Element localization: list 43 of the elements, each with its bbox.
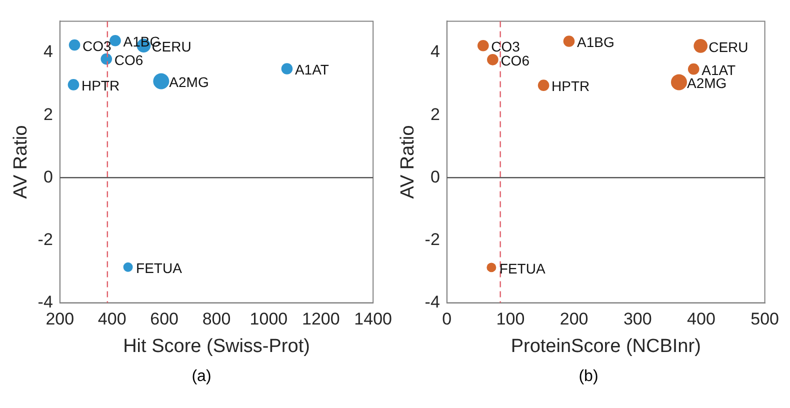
y-tick-label: 4 (43, 42, 53, 62)
x-tick-label: 1200 (302, 310, 340, 329)
y-tick-label: -2 (424, 230, 440, 249)
x-tick-label: 400 (98, 310, 126, 329)
annotation: FETUA (136, 260, 183, 276)
annotation: CERU (708, 38, 748, 55)
x-tick-label: 1000 (250, 310, 288, 329)
y-tick-label: 0 (43, 167, 53, 186)
x-axis-title: Hit Score (Swiss-Prot) (123, 336, 310, 357)
x-tick-label: 400 (687, 310, 716, 329)
x-tick-label: 0 (442, 310, 452, 329)
y-axis-title: AV Ratio (10, 125, 32, 199)
annotation: HPTR (552, 78, 590, 94)
y-tick-label: 2 (43, 104, 53, 124)
x-tick-label: 600 (150, 310, 178, 329)
x-tick-label: 1400 (354, 310, 392, 329)
x-tick-label: 200 (560, 310, 588, 329)
text: (a) (192, 368, 212, 386)
annotation: CO6 (500, 52, 530, 69)
annotation: A1AT (702, 62, 736, 78)
x-tick-label: 500 (750, 310, 780, 329)
y-tick-label: 2 (430, 104, 440, 124)
x-tick-label: 300 (623, 310, 652, 329)
y-tick-label: 0 (430, 167, 440, 186)
x-tick-label: 100 (496, 310, 525, 329)
annotation: A1BG (576, 34, 614, 50)
annotation: CO3 (82, 38, 112, 54)
x-tick-label: 800 (202, 310, 231, 329)
y-tick-label: 4 (430, 42, 440, 62)
annotation: FETUA (499, 260, 546, 276)
annotation: HPTR (81, 78, 120, 94)
annotation: CO3 (491, 38, 520, 54)
y-axis-title: AV Ratio (398, 125, 419, 199)
y-tick-label: -2 (38, 230, 53, 249)
y-tick-label: -4 (424, 292, 440, 312)
text: (b) (578, 368, 598, 386)
annotation: A2MG (686, 75, 727, 92)
y-tick-label: -4 (38, 292, 53, 312)
x-tick-label: 200 (46, 310, 74, 329)
annotation: A1AT (294, 62, 330, 78)
x-axis-title: ProteinScore (NCBInr) (510, 336, 701, 357)
annotation: CO6 (114, 52, 144, 68)
annotation: A2MG (169, 74, 209, 90)
